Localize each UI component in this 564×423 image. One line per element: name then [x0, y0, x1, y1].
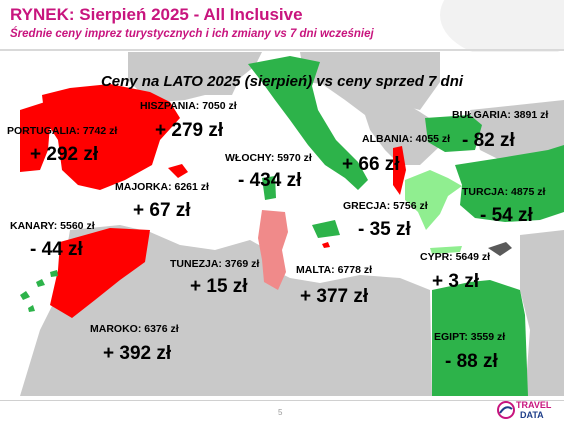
change-spain: + 279 zł — [155, 120, 224, 141]
change-egypt: - 88 zł — [445, 351, 498, 372]
country-sicily — [312, 220, 340, 238]
country-bulgaria — [425, 115, 482, 152]
country-italy — [248, 56, 368, 190]
label-canaries: KANARY: 5560 zł — [10, 220, 95, 232]
change-italy: - 434 zł — [238, 170, 302, 191]
country-turkey — [455, 145, 564, 222]
page-subtitle: Średnie ceny imprez turystycznych i ich … — [10, 28, 374, 40]
country-majorca — [168, 164, 188, 178]
map-title: Ceny na LATO 2025 (sierpień) vs ceny spr… — [100, 73, 464, 90]
label-italy: WŁOCHY: 5970 zł — [225, 152, 312, 164]
page-number: 5 — [278, 408, 283, 417]
country-spain — [42, 84, 180, 190]
country-greece — [405, 170, 462, 230]
change-canaries: - 44 zł — [30, 239, 83, 260]
label-malta: MALTA: 6778 zł — [296, 264, 373, 276]
country-sardinia — [262, 176, 276, 200]
country-portugal — [20, 102, 50, 172]
country-tunisia — [258, 210, 288, 290]
country-albania — [393, 146, 406, 195]
header-decoration — [440, 0, 564, 60]
label-turkey: TURCJA: 4875 zł — [462, 186, 546, 198]
logo-globe-icon — [497, 401, 515, 419]
country-canary-islands — [20, 270, 58, 312]
label-egypt: EGIPT: 3559 zł — [434, 331, 506, 343]
country-egypt — [432, 280, 528, 396]
country-morocco — [50, 228, 150, 318]
change-turkey: - 54 zł — [480, 205, 533, 226]
label-morocco: MAROKO: 6376 zł — [90, 323, 179, 335]
change-portugal: + 292 zł — [30, 144, 99, 165]
page-title: RYNEK: Sierpień 2025 - All Inclusive — [10, 5, 303, 24]
land-balkans — [360, 100, 440, 165]
travel-data-logo: TRAVEL DATA — [496, 399, 560, 421]
change-cyprus: + 3 zł — [432, 271, 479, 292]
label-cyprus: CYPR: 5649 zł — [420, 251, 491, 263]
label-spain: HISZPANIA: 7050 zł — [140, 100, 237, 112]
country-malta — [322, 242, 330, 248]
change-majorca: + 67 zł — [133, 200, 191, 221]
mediterranean-map — [0, 52, 564, 396]
label-majorca: MAJORKA: 6261 zł — [115, 181, 209, 193]
country-crete — [430, 246, 462, 254]
label-tunisia: TUNEZJA: 3769 zł — [170, 258, 260, 270]
land-france — [128, 52, 262, 102]
change-albania: + 66 zł — [342, 154, 400, 175]
change-malta: + 377 zł — [300, 286, 369, 307]
change-tunisia: + 15 zł — [190, 276, 248, 297]
change-bulgaria: - 82 zł — [462, 130, 515, 151]
label-bulgaria: BUŁGARIA: 3891 zł — [452, 109, 549, 121]
label-albania: ALBANIA: 4055 zł — [362, 133, 451, 145]
land-middle-east — [520, 230, 564, 396]
country-cyprus — [488, 242, 512, 256]
label-portugal: PORTUGALIA: 7742 zł — [7, 125, 118, 137]
logo-text-travel: TRAVEL — [516, 400, 552, 410]
label-greece: GRECJA: 5756 zł — [343, 200, 428, 212]
footer-divider — [0, 400, 564, 401]
header-divider — [0, 49, 564, 51]
logo-text-data: DATA — [520, 410, 544, 420]
change-greece: - 35 zł — [358, 219, 411, 240]
change-morocco: + 392 zł — [103, 343, 172, 364]
